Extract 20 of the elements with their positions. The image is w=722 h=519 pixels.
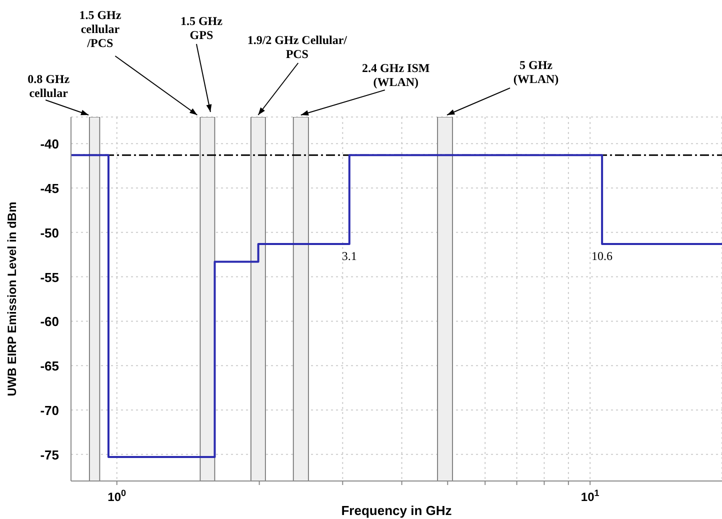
- band-label: 1.9/2 GHz Cellular/ PCS: [247, 33, 348, 61]
- y-tick-label: -65: [40, 358, 59, 374]
- band-label: 5 GHz (WLAN): [512, 58, 560, 86]
- x-axis-title: Frequency in GHz: [341, 503, 452, 518]
- band-label: 0.8 GHz cellular: [26, 72, 71, 100]
- y-axis-title: UWB EIRP Emission Level in dBm: [5, 202, 19, 396]
- y-tick-label: -75: [40, 447, 59, 462]
- x-tick-label: 10$^{0}$: [108, 488, 126, 504]
- annotation: 3.1: [342, 248, 357, 263]
- x-tick-label: 10$^{1}$: [580, 488, 600, 504]
- y-tick-label: -45: [40, 181, 59, 196]
- y-tick-label: -55: [40, 270, 59, 285]
- band-label: 1.5 GHz GPS: [179, 14, 224, 42]
- y-tick-label: -60: [40, 314, 59, 330]
- y-tick-label: -50: [40, 225, 59, 240]
- annotation: 10.6: [592, 248, 613, 263]
- band-label: 2.4 GHz ISM (WLAN): [361, 61, 431, 89]
- annotation: 1.5 GHz cellular /PCS: [78, 8, 122, 50]
- y-tick-label: -40: [40, 136, 59, 152]
- y-tick-label: -70: [40, 402, 59, 418]
